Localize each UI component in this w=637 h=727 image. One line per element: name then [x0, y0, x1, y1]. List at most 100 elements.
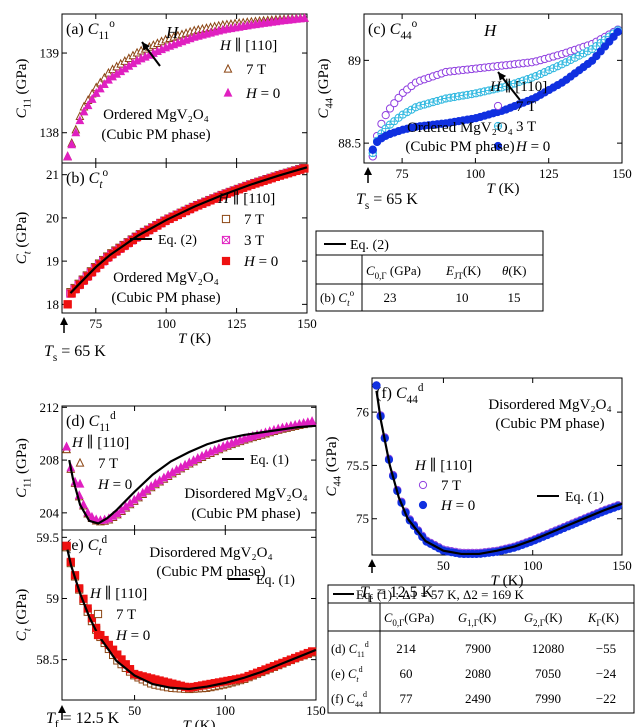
- data-point: [93, 609, 103, 619]
- legend-label: H = 0: [245, 86, 280, 102]
- marker-arrow-head: [58, 705, 66, 713]
- x-tick-label: 75: [396, 166, 409, 181]
- table-header-theta: θ(K): [502, 263, 526, 278]
- legend-label: 7 T: [441, 478, 461, 494]
- data-point-cross: [494, 122, 502, 130]
- data-point-cross: [222, 236, 230, 244]
- y-tick-label: 89: [348, 53, 361, 68]
- table-header-ejt: EJT(K): [445, 263, 481, 281]
- x-axis-label: T (K): [178, 331, 211, 347]
- data-point: [87, 511, 97, 521]
- series-Eq-1-: [375, 390, 623, 556]
- chart-panel-c: 88.5 89 75 100 125 150 T (K) C44 (GPa) (c) C44o: [316, 13, 632, 197]
- fit-legend-d: Eq. (1): [222, 453, 289, 468]
- legend-title: H ∥ [110]: [489, 78, 547, 95]
- arrow-head: [142, 42, 150, 51]
- table-legend-text: Eq. (1) : Δ1 = 57 K, Δ2 = 169 K: [356, 587, 524, 602]
- table-row-label: (e) Ctd: [331, 665, 363, 684]
- x-tick-label: 100: [156, 316, 176, 331]
- annotation-b: Ordered MgV₂O₄ (Cubic PM phase): [111, 270, 220, 306]
- series-Eq-1-: [68, 424, 317, 525]
- data-point: [93, 630, 103, 640]
- y-tick-label: 76: [356, 405, 370, 420]
- x-tick-label: 100: [216, 703, 236, 718]
- data-point: [372, 381, 381, 390]
- y-axis-label: C44 (GPa): [324, 436, 344, 496]
- chart-panel-e: 58.5 59 59.5 50 100 150 T (K) Ct (GPa) (e) Ctd: [14, 529, 326, 727]
- annotation-line-2: (Cubic PM phase): [495, 416, 604, 432]
- panel-label: (c) C44o: [368, 18, 418, 42]
- series-H-0: [62, 416, 317, 525]
- data-point: [418, 480, 428, 490]
- legend-title: H ∥ [110]: [219, 37, 277, 54]
- table-cell: 2080: [465, 666, 491, 681]
- annotation-line-2: (Cubic PM phase): [156, 564, 265, 580]
- y-tick-label: 18: [46, 297, 59, 312]
- data-point: [75, 115, 85, 125]
- data-point: [99, 79, 109, 89]
- fit-curve: [69, 166, 308, 294]
- data-point: [113, 650, 122, 659]
- legend-title: H ∥ [110]: [414, 457, 472, 474]
- data-point-cross: [382, 124, 390, 133]
- annotation-line-1: Ordered MgV₂O₄: [407, 120, 513, 136]
- data-point: [71, 127, 81, 137]
- data-point: [223, 87, 233, 97]
- plot-frame: [61, 529, 317, 701]
- annotation-line-1: Disordered MgV₂O₄: [488, 397, 611, 413]
- data-point: [613, 27, 622, 36]
- y-tick-label: 58.5: [36, 652, 59, 667]
- data-point: [390, 99, 399, 108]
- fit-curve: [68, 424, 317, 525]
- table-cell: 12080: [532, 641, 565, 656]
- marker-arrow-head: [364, 167, 372, 175]
- table-cell: −24: [596, 666, 617, 681]
- plot-frame: [61, 162, 308, 314]
- legend-title: H ∥ [110]: [89, 585, 147, 602]
- annotation-d: Disordered MgV₂O₄ (Cubic PM phase): [184, 486, 307, 522]
- panel-label: (d) C11d: [66, 410, 116, 434]
- fit-legend-label: Eq. (1): [565, 490, 604, 505]
- data-point: [368, 145, 377, 154]
- arrow-head: [498, 72, 507, 81]
- field-label-c: H: [483, 21, 498, 40]
- y-tick-label: 20: [46, 210, 59, 225]
- legend-label: H = 0: [97, 477, 132, 493]
- x-tick-label: 150: [306, 703, 326, 718]
- x-tick-label: 125: [539, 166, 559, 181]
- fit-legend-label: Eq. (1): [256, 573, 295, 588]
- panel-label: (a) C11o: [66, 18, 115, 42]
- table-row-label: (f) C44d: [331, 690, 367, 709]
- table-row-label: (d) C11d: [331, 640, 369, 659]
- data-point: [91, 88, 101, 97]
- annotation-line-1: Disordered MgV₂O₄: [184, 486, 307, 502]
- data-point: [221, 256, 231, 266]
- legend-label: H = 0: [515, 139, 550, 155]
- legend-label: 7 T: [116, 607, 136, 623]
- field-arrow-c: [497, 71, 521, 101]
- table-cell: 7050: [535, 666, 561, 681]
- fit-legend-f: Eq. (1): [537, 490, 604, 505]
- annotation-line-2: (Cubic PM phase): [405, 139, 514, 155]
- table-row-label: (b) Cto: [320, 288, 355, 308]
- x-tick-label: 150: [297, 316, 317, 331]
- annotation-e: Disordered MgV₂O₄ (Cubic PM phase): [149, 545, 272, 580]
- fit-legend-label: Eq. (1): [250, 453, 289, 468]
- table-cell: −55: [596, 641, 616, 656]
- data-point: [385, 104, 395, 113]
- series-H-0: [368, 27, 622, 154]
- transition-label: Tf = 12.5 K: [46, 710, 120, 727]
- field-arrow-a: [141, 41, 161, 67]
- table-header-c0: C0,Γ (GPa): [366, 263, 421, 281]
- legend-label: H = 0: [440, 498, 475, 514]
- y-tick-label: 19: [46, 254, 59, 269]
- table-cell: 15: [508, 290, 521, 305]
- x-tick-label: 50: [437, 558, 450, 573]
- transition-label: Tf = 12.5 K: [360, 584, 434, 605]
- table-legend-text: Eq. (2): [350, 238, 389, 253]
- transition-marker-f: Tf = 12.5 K: [360, 559, 434, 605]
- x-tick-label: 75: [89, 316, 102, 331]
- y-tick-label: 59.5: [36, 530, 59, 545]
- data-point: [83, 100, 93, 110]
